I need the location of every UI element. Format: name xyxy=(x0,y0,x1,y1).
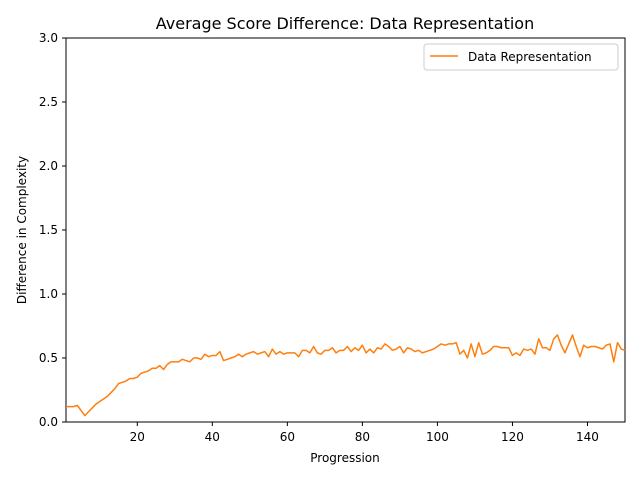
x-tick-label: 120 xyxy=(501,430,524,444)
x-tick-label: 20 xyxy=(130,430,145,444)
y-tick-label: 2.0 xyxy=(39,159,58,173)
x-tick-label: 100 xyxy=(426,430,449,444)
y-tick-label: 3.0 xyxy=(39,31,58,45)
y-tick-label: 1.0 xyxy=(39,287,58,301)
x-tick-label: 40 xyxy=(205,430,220,444)
series-layer xyxy=(66,334,626,417)
legend-box xyxy=(423,43,619,71)
x-tick-label: 140 xyxy=(576,430,599,444)
y-tick-label: 0.5 xyxy=(39,351,58,365)
y-axis: 0.0 0.5 1.0 1.5 2.0 2.5 3.0 xyxy=(39,31,66,429)
series-line-data-representation xyxy=(66,334,626,417)
chart-title: Average Score Difference: Data Represent… xyxy=(156,14,534,33)
x-axis: 20 40 60 80 100 120 140 xyxy=(130,422,599,444)
x-tick-label: 80 xyxy=(355,430,370,444)
y-tick-label: 2.5 xyxy=(39,95,58,109)
y-axis-label: Difference in Complexity xyxy=(15,156,29,304)
y-tick-label: 1.5 xyxy=(39,223,58,237)
y-tick-label: 0.0 xyxy=(39,415,58,429)
legend: Data Representation xyxy=(423,43,619,71)
x-tick-label: 60 xyxy=(280,430,295,444)
legend-label-data-representation: Data Representation xyxy=(468,50,592,64)
x-axis-label: Progression xyxy=(310,451,380,465)
